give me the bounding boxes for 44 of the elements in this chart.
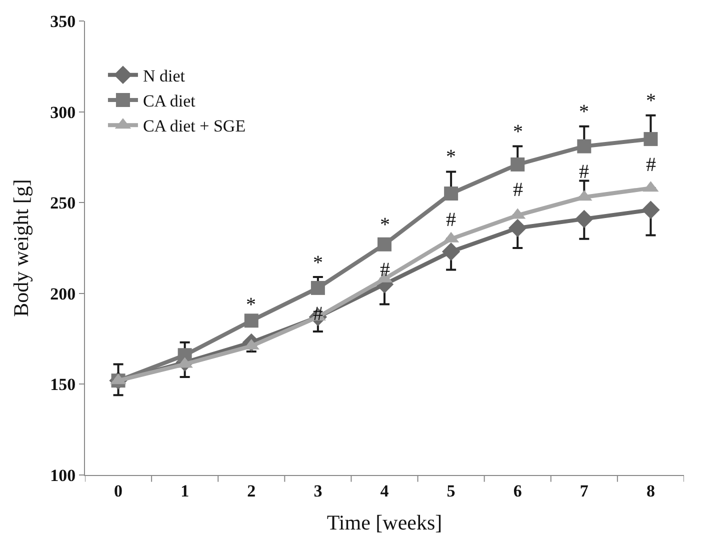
x-tick-label: 0	[114, 481, 123, 500]
annotation: *	[579, 101, 589, 123]
annotation: #	[313, 303, 323, 325]
x-tick-label: 2	[247, 481, 256, 500]
y-tick-label: 100	[50, 466, 76, 485]
point	[510, 157, 525, 172]
x-tick-label: 3	[314, 481, 322, 500]
annotation: #	[579, 161, 589, 183]
point	[244, 314, 258, 328]
annotation: *	[313, 252, 323, 274]
annotation: *	[513, 121, 523, 143]
x-tick-label: 7	[580, 481, 589, 500]
point	[508, 218, 527, 238]
annotation: *	[446, 146, 456, 168]
x-tick-label: 8	[646, 481, 655, 500]
annotation: #	[446, 209, 456, 231]
annotation: #	[646, 154, 656, 176]
annotation: *	[246, 294, 256, 316]
point	[378, 237, 392, 252]
point	[644, 132, 658, 146]
legend-label: CA diet + SGE	[142, 116, 246, 136]
y-tick-label: 250	[50, 194, 76, 213]
x-tick-label: 1	[180, 481, 190, 500]
point	[575, 210, 594, 228]
y-tick-label: 200	[50, 284, 76, 304]
point	[442, 242, 460, 261]
x-tick-label: 6	[513, 481, 522, 500]
annotation: #	[380, 259, 390, 281]
x-tick-label: 4	[380, 481, 390, 500]
point	[310, 280, 325, 295]
y-axis-title: Body weight [g]	[9, 179, 34, 317]
legend-label: N diet	[142, 66, 186, 86]
x-axis-title: Time [weeks]	[326, 510, 442, 535]
x-tick-label: 5	[446, 481, 456, 500]
annotation: *	[380, 214, 390, 236]
annotation: *	[646, 90, 656, 112]
annotation: #	[513, 179, 523, 201]
y-tick-label: 350	[50, 12, 76, 31]
point	[642, 200, 660, 219]
legend-label: CA diet	[142, 92, 196, 111]
point	[577, 139, 592, 154]
y-tick-label: 150	[50, 375, 76, 394]
y-tick-label: 300	[50, 102, 76, 122]
point	[444, 186, 458, 201]
